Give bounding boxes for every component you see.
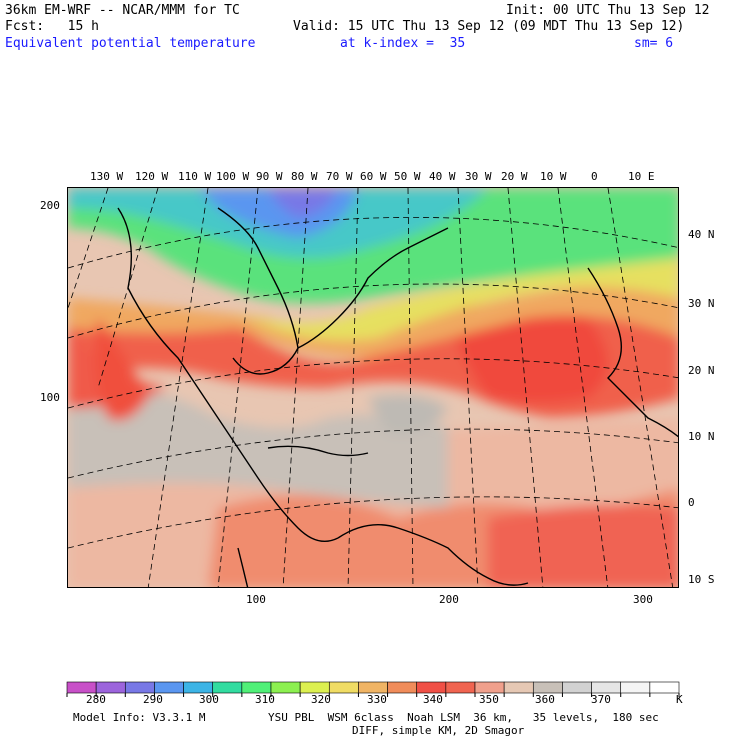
forecast-hour: Fcst: 15 h xyxy=(5,19,99,34)
colorbar-cell xyxy=(183,681,214,694)
lon-label: 70 W xyxy=(326,170,353,183)
lon-label: 130 W xyxy=(90,170,124,183)
colorbar-tick-label: 300 xyxy=(199,693,219,706)
colorbar-tick-label: 340 xyxy=(423,693,443,706)
level-info: at k-index = 35 xyxy=(340,36,466,51)
grid-x-label: 300 xyxy=(633,593,653,606)
colorbar-cell xyxy=(416,681,447,694)
graticule xyxy=(68,188,678,587)
lon-label: 0 xyxy=(591,170,598,183)
lon-label: 20 W xyxy=(501,170,528,183)
valid-time: Valid: 15 UTC Thu 13 Sep 12 (09 MDT Thu … xyxy=(293,19,685,34)
colorbar-tick-label: 280 xyxy=(86,693,106,706)
colorbar xyxy=(66,681,682,711)
lon-label: 90 W xyxy=(256,170,283,183)
lat-label: 0 xyxy=(688,496,695,509)
lon-label: 100 W xyxy=(216,170,250,183)
grid-x-label: 200 xyxy=(439,593,459,606)
map-canvas xyxy=(68,188,678,587)
colorbar-cell xyxy=(95,681,126,694)
grid-x-label: 100 xyxy=(246,593,266,606)
colorbar-unit: K xyxy=(676,693,683,706)
colorbar-cell xyxy=(66,681,97,694)
lat-label: 30 N xyxy=(688,297,715,310)
colorbar-cell xyxy=(270,681,301,694)
physics-info: YSU PBL WSM 6class Noah LSM 36 km, 35 le… xyxy=(268,711,659,724)
colorbar-cells xyxy=(66,681,680,697)
lon-label: 10 W xyxy=(540,170,567,183)
grid-y-label: 100 xyxy=(40,391,60,404)
colorbar-cell xyxy=(154,681,184,694)
lat-label: 10 N xyxy=(688,430,715,443)
colorbar-cell xyxy=(124,681,155,694)
colorbar-cell xyxy=(474,681,505,694)
colorbar-tick-label: 310 xyxy=(255,693,275,706)
colorbar-cell xyxy=(532,681,563,694)
model-info: Model Info: V3.3.1 M xyxy=(73,711,206,724)
colorbar-tick-label: 360 xyxy=(535,693,555,706)
lon-label: 80 W xyxy=(291,170,318,183)
colorbar-cell xyxy=(562,681,592,694)
colorbar-cell xyxy=(358,681,388,694)
theta-e-map xyxy=(67,187,679,588)
colorbar-cell xyxy=(328,681,359,694)
colorbar-cell xyxy=(503,681,534,694)
lat-label: 20 N xyxy=(688,364,715,377)
model-title: 36km EM-WRF -- NCAR/MMM for TC xyxy=(5,3,240,18)
lon-label: 50 W xyxy=(394,170,421,183)
colorbar-tick-label: 370 xyxy=(591,693,611,706)
colorbar-cell xyxy=(299,681,330,694)
lon-label: 110 W xyxy=(178,170,212,183)
field-contours xyxy=(68,188,678,587)
lon-label: 10 E xyxy=(628,170,655,183)
colorbar-cell xyxy=(241,681,272,694)
colorbar-tick-label: 320 xyxy=(311,693,331,706)
colorbar-cell xyxy=(387,681,418,694)
colorbar-canvas xyxy=(66,681,680,697)
colorbar-cell xyxy=(445,681,476,694)
lat-label: 10 S xyxy=(688,573,715,586)
lon-label: 60 W xyxy=(360,170,387,183)
lon-label: 30 W xyxy=(465,170,492,183)
diffusion-info: DIFF, simple KM, 2D Smagor xyxy=(352,724,525,737)
colorbar-cell xyxy=(212,681,243,694)
init-time: Init: 00 UTC Thu 13 Sep 12 xyxy=(506,3,710,18)
lon-label: 40 W xyxy=(429,170,456,183)
field-name: Equivalent potential temperature xyxy=(5,36,256,51)
colorbar-tick-label: 330 xyxy=(367,693,387,706)
smoothing-info: sm= 6 xyxy=(634,36,674,51)
grid-y-label: 200 xyxy=(40,199,60,212)
colorbar-cell xyxy=(649,681,680,694)
colorbar-tick-label: 350 xyxy=(479,693,499,706)
lat-label: 40 N xyxy=(688,228,715,241)
colorbar-cell xyxy=(620,681,651,694)
colorbar-cell xyxy=(591,681,622,694)
colorbar-tick-label: 290 xyxy=(143,693,163,706)
lon-label: 120 W xyxy=(135,170,169,183)
